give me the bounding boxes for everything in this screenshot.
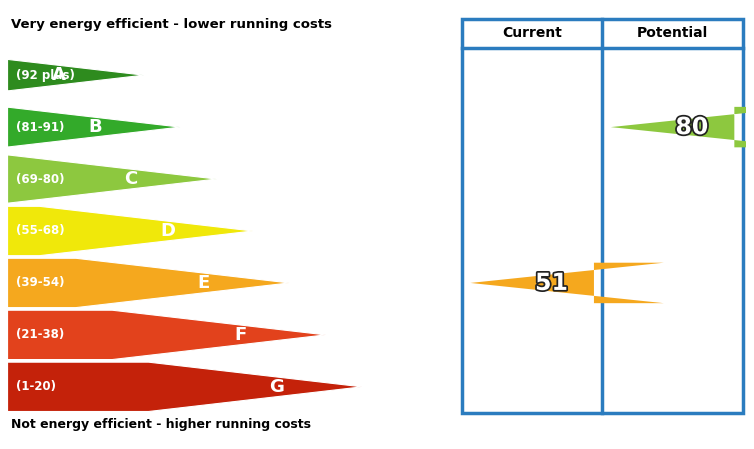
Text: (92 plus): (92 plus) [17, 69, 75, 82]
Text: D: D [160, 222, 175, 240]
Text: (55-68): (55-68) [17, 224, 65, 238]
Text: (39-54): (39-54) [17, 277, 65, 290]
Polygon shape [470, 263, 664, 303]
Text: Current: Current [502, 26, 562, 40]
Text: 80: 80 [676, 115, 709, 139]
Polygon shape [8, 310, 326, 360]
Polygon shape [611, 107, 754, 147]
Text: F: F [234, 326, 247, 344]
Text: G: G [269, 378, 284, 396]
Text: Not energy efficient - higher running costs: Not energy efficient - higher running co… [11, 418, 311, 431]
Text: (81-91): (81-91) [17, 121, 65, 134]
Polygon shape [8, 362, 362, 411]
Polygon shape [0, 102, 180, 152]
Polygon shape [8, 207, 253, 255]
Polygon shape [8, 258, 290, 308]
Text: E: E [198, 274, 210, 292]
Text: (1-20): (1-20) [17, 380, 57, 393]
Bar [462, 19, 743, 413]
Text: 51: 51 [535, 271, 568, 295]
Text: (69-80): (69-80) [17, 172, 65, 185]
Text: Very energy efficient - lower running costs: Very energy efficient - lower running co… [11, 18, 333, 31]
Text: Potential: Potential [637, 26, 708, 40]
Bar [462, 19, 743, 413]
Text: (21-38): (21-38) [17, 328, 65, 341]
Polygon shape [3, 154, 216, 204]
Text: A: A [51, 66, 66, 84]
Text: C: C [124, 170, 138, 188]
Polygon shape [0, 50, 144, 100]
Text: B: B [88, 118, 102, 136]
